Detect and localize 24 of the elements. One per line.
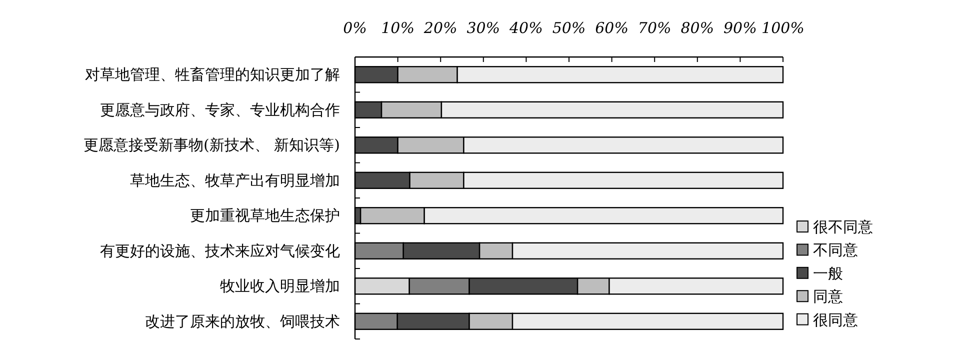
x-tick-label: 0% xyxy=(343,19,367,37)
x-tick-label: 40% xyxy=(508,19,543,37)
y-tick-label: 有更好的设施、技术来应对气候变化 xyxy=(100,242,340,260)
x-tick-label: 60% xyxy=(595,19,628,37)
x-tick-label: 80% xyxy=(680,19,714,37)
x-tick-label: 30% xyxy=(466,19,500,37)
y-tick-label: 草地生态、牧草产出有明显增加 xyxy=(130,171,340,190)
x-tick-label: 20% xyxy=(422,19,458,37)
x-tick-label: 90% xyxy=(724,19,757,37)
legend-label: 不同意 xyxy=(813,241,858,260)
y-tick-label: 改进了原来的放牧、饲喂技术 xyxy=(145,312,340,330)
x-tick-label: 70% xyxy=(638,19,672,37)
y-tick-label: 牧业收入明显增加 xyxy=(220,277,340,296)
y-tick-label: 对草地管理、牲畜管理的知识更加了解 xyxy=(85,66,340,84)
legend-label: 很不同意 xyxy=(813,218,873,236)
x-tick-label: 50% xyxy=(552,19,586,37)
y-tick-label: 更愿意接受新事物(新技术、 新知识等) xyxy=(84,136,340,154)
legend-label: 一般 xyxy=(813,264,843,282)
x-tick-label: 100% xyxy=(762,19,804,37)
y-tick-label: 更愿意与政府、专家、专业机构合作 xyxy=(100,100,340,119)
x-tick-label: 10% xyxy=(381,19,414,37)
legend-label: 很同意 xyxy=(813,310,858,329)
legend-label: 同意 xyxy=(813,288,843,306)
y-tick-label: 更加重视草地生态保护 xyxy=(190,206,340,225)
